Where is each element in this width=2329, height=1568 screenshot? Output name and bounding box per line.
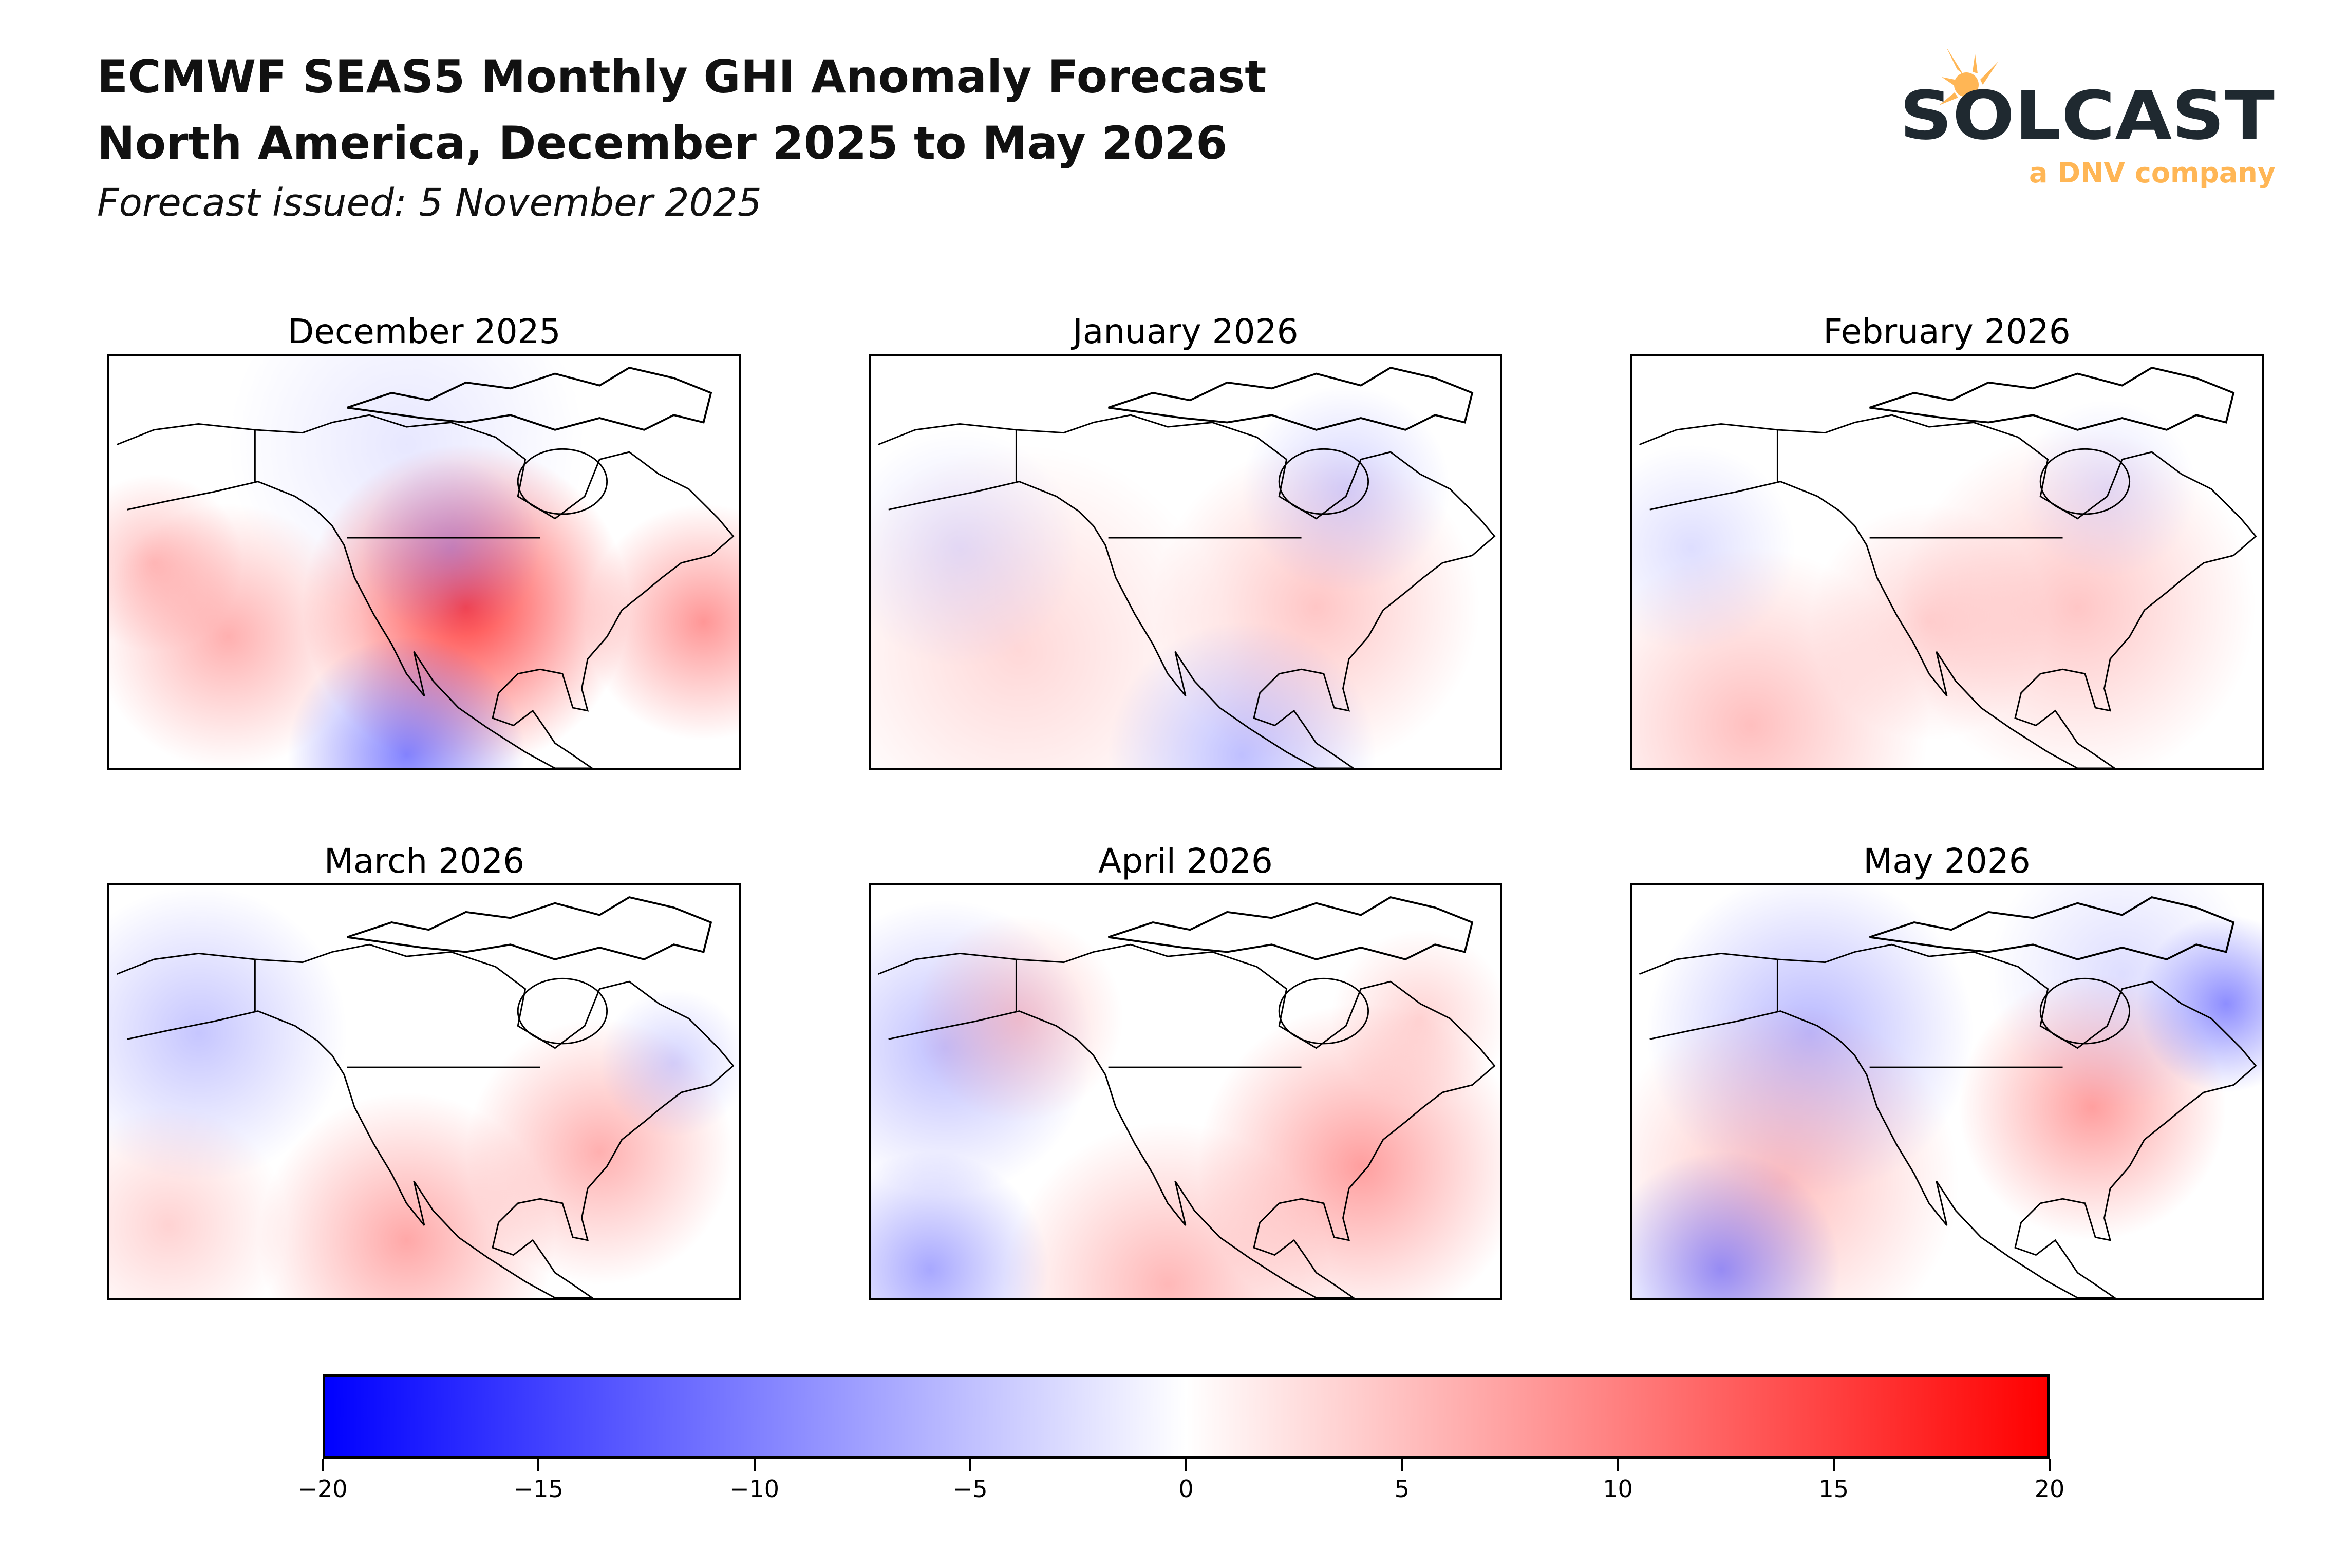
arctic-islands <box>1869 367 2235 431</box>
anomaly-map <box>1630 883 2264 1300</box>
panel-title: May 2026 <box>1863 841 2031 881</box>
anomaly-region <box>915 915 1123 1122</box>
anomaly-map <box>869 354 1502 770</box>
arctic-islands <box>347 896 712 960</box>
anomaly-region <box>1988 885 2256 1107</box>
hudson-bay <box>2039 977 2131 1045</box>
anomaly-map <box>107 354 741 770</box>
anomaly-region <box>228 356 585 622</box>
logo-tagline: a DNV company <box>2029 157 2276 189</box>
colorbar-tick <box>537 1459 540 1471</box>
coastline <box>877 414 1496 768</box>
arctic-islands <box>1108 896 1474 960</box>
colorbar-tick <box>1185 1459 1187 1471</box>
anomaly-region <box>871 1151 1049 1298</box>
anomaly-map <box>869 883 1502 1300</box>
anomaly-region <box>871 429 1079 667</box>
anomaly-region <box>1632 444 1796 652</box>
colorbar-tick <box>2049 1459 2051 1471</box>
panel-title: April 2026 <box>1098 841 1273 881</box>
hudson-bay <box>517 448 608 515</box>
anomaly-region <box>1810 503 2048 741</box>
hudson-bay <box>1278 448 1369 515</box>
hudson-bay <box>2039 448 2131 515</box>
solcast-logo: SOLCAST <box>1900 49 2275 155</box>
colorbar <box>323 1374 2050 1459</box>
chart-subtitle: Forecast issued: 5 November 2025 <box>97 181 762 225</box>
anomaly-region <box>599 989 739 1137</box>
chart-title: ECMWF SEAS5 Monthly GHI Anomaly Forecast <box>97 50 1267 103</box>
colorbar-tick-label: −15 <box>513 1475 564 1503</box>
colorbar-tick <box>1832 1459 1835 1471</box>
colorbar-tick <box>969 1459 971 1471</box>
colorbar-tick-label: 0 <box>1178 1475 1194 1503</box>
svg-text:SOLCAST: SOLCAST <box>1900 77 2275 155</box>
panel-title: March 2026 <box>324 841 525 881</box>
panel-title: December 2025 <box>288 312 561 351</box>
hudson-bay <box>517 977 608 1045</box>
coastline <box>1639 414 2257 768</box>
colorbar-tick <box>1617 1459 1619 1471</box>
anomaly-region <box>1331 930 1500 1107</box>
anomaly-region <box>2018 400 2196 578</box>
hudson-bay <box>1278 977 1369 1045</box>
panel-title: January 2026 <box>1073 312 1299 351</box>
anomaly-region <box>1004 1122 1331 1298</box>
colorbar-tick <box>753 1459 756 1471</box>
anomaly-region <box>109 474 243 652</box>
colorbar-tick <box>1401 1459 1403 1471</box>
sun-icon <box>1939 49 1998 105</box>
anomaly-region <box>109 1107 288 1298</box>
colorbar-tick-label: 20 <box>2034 1475 2065 1503</box>
colorbar-tick-label: 15 <box>1818 1475 1849 1503</box>
colorbar-tick-label: 5 <box>1394 1475 1410 1503</box>
arctic-islands <box>1869 896 2235 960</box>
anomaly-map <box>1630 354 2264 770</box>
colorbar-tick <box>322 1459 324 1471</box>
colorbar-tick-label: 10 <box>1603 1475 1633 1503</box>
colorbar-tick-label: −10 <box>729 1475 780 1503</box>
anomaly-region <box>109 885 347 1181</box>
arctic-islands <box>1108 367 1474 431</box>
coastline <box>116 414 735 768</box>
coastline <box>116 943 735 1298</box>
anomaly-region <box>1632 1151 1840 1298</box>
coastline <box>1639 943 2257 1298</box>
anomaly-region <box>1242 385 1450 593</box>
colorbar-tick-label: −5 <box>952 1475 988 1503</box>
anomaly-region <box>288 636 525 768</box>
chart-title-line2: North America, December 2025 to May 2026 <box>97 117 1228 169</box>
coastline <box>877 943 1496 1298</box>
anomaly-map <box>107 883 741 1300</box>
anomaly-region <box>585 503 739 741</box>
arctic-islands <box>347 367 712 431</box>
panel-title: February 2026 <box>1823 312 2071 351</box>
colorbar-tick-label: −20 <box>297 1475 348 1503</box>
